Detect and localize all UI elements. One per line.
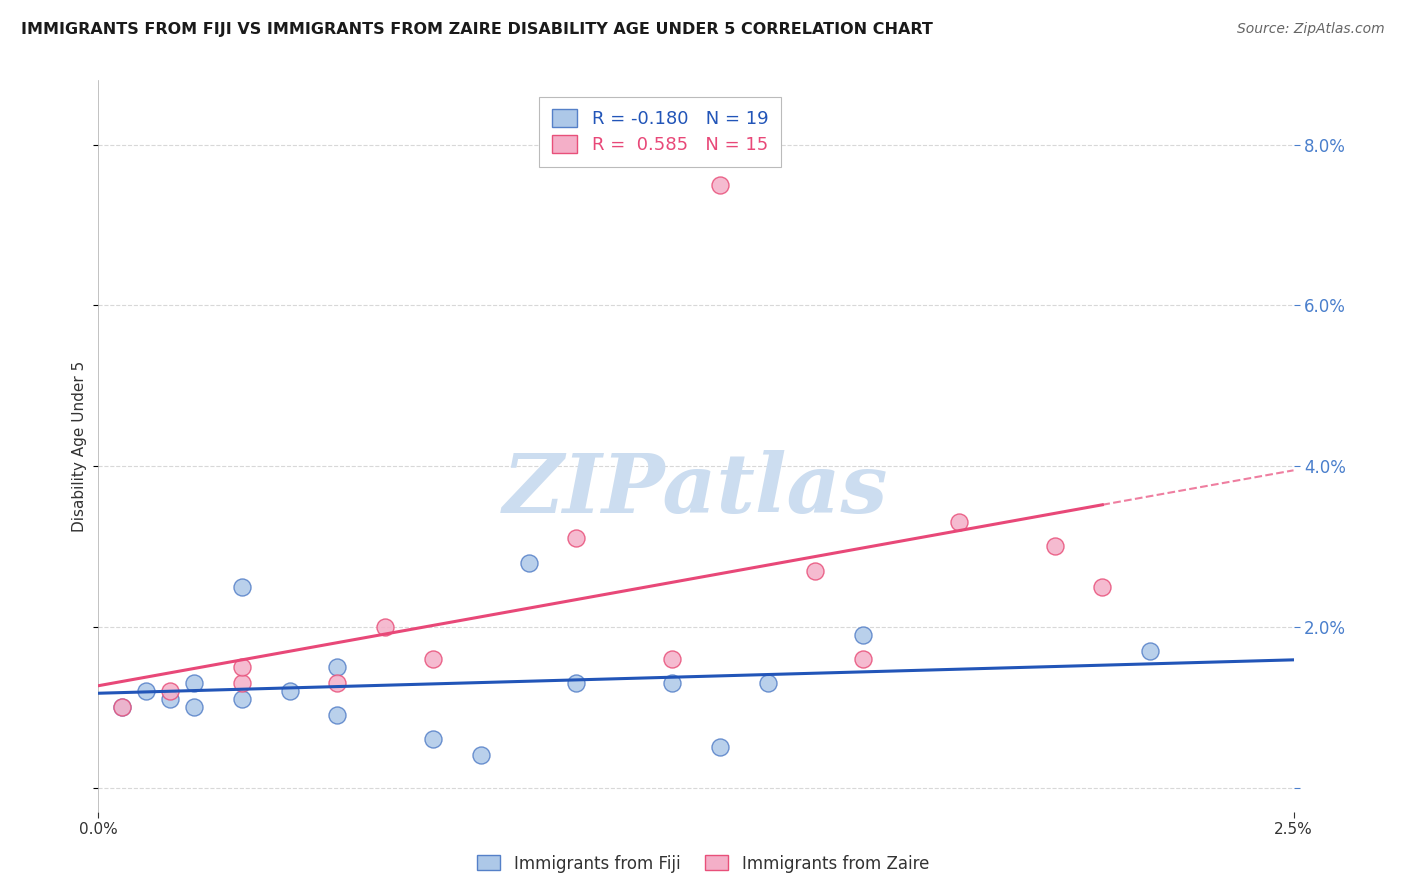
Point: [852, 652, 875, 666]
Point: [326, 676, 349, 690]
Point: [852, 628, 875, 642]
Point: [159, 692, 181, 706]
Point: [183, 676, 205, 690]
Point: [1139, 644, 1161, 658]
Point: [326, 660, 349, 674]
Point: [135, 684, 157, 698]
Point: [326, 708, 349, 723]
Point: [278, 684, 301, 698]
Point: [709, 178, 731, 192]
Text: ZIPatlas: ZIPatlas: [503, 450, 889, 530]
Point: [183, 700, 205, 714]
Point: [159, 684, 181, 698]
Point: [231, 660, 253, 674]
Legend: Immigrants from Fiji, Immigrants from Zaire: Immigrants from Fiji, Immigrants from Za…: [470, 848, 936, 880]
Point: [231, 676, 253, 690]
Point: [517, 556, 540, 570]
Legend: R = -0.180   N = 19, R =  0.585   N = 15: R = -0.180 N = 19, R = 0.585 N = 15: [540, 96, 780, 167]
Text: Source: ZipAtlas.com: Source: ZipAtlas.com: [1237, 22, 1385, 37]
Y-axis label: Disability Age Under 5: Disability Age Under 5: [72, 360, 87, 532]
Point: [111, 700, 134, 714]
Text: IMMIGRANTS FROM FIJI VS IMMIGRANTS FROM ZAIRE DISABILITY AGE UNDER 5 CORRELATION: IMMIGRANTS FROM FIJI VS IMMIGRANTS FROM …: [21, 22, 934, 37]
Point: [1091, 580, 1114, 594]
Point: [804, 564, 827, 578]
Point: [565, 676, 588, 690]
Point: [661, 676, 683, 690]
Point: [231, 692, 253, 706]
Point: [1043, 540, 1066, 554]
Point: [661, 652, 683, 666]
Point: [470, 748, 492, 763]
Point: [422, 652, 444, 666]
Point: [231, 580, 253, 594]
Point: [756, 676, 779, 690]
Point: [709, 740, 731, 755]
Point: [111, 700, 134, 714]
Point: [565, 532, 588, 546]
Point: [948, 516, 970, 530]
Point: [422, 732, 444, 747]
Point: [374, 620, 396, 634]
